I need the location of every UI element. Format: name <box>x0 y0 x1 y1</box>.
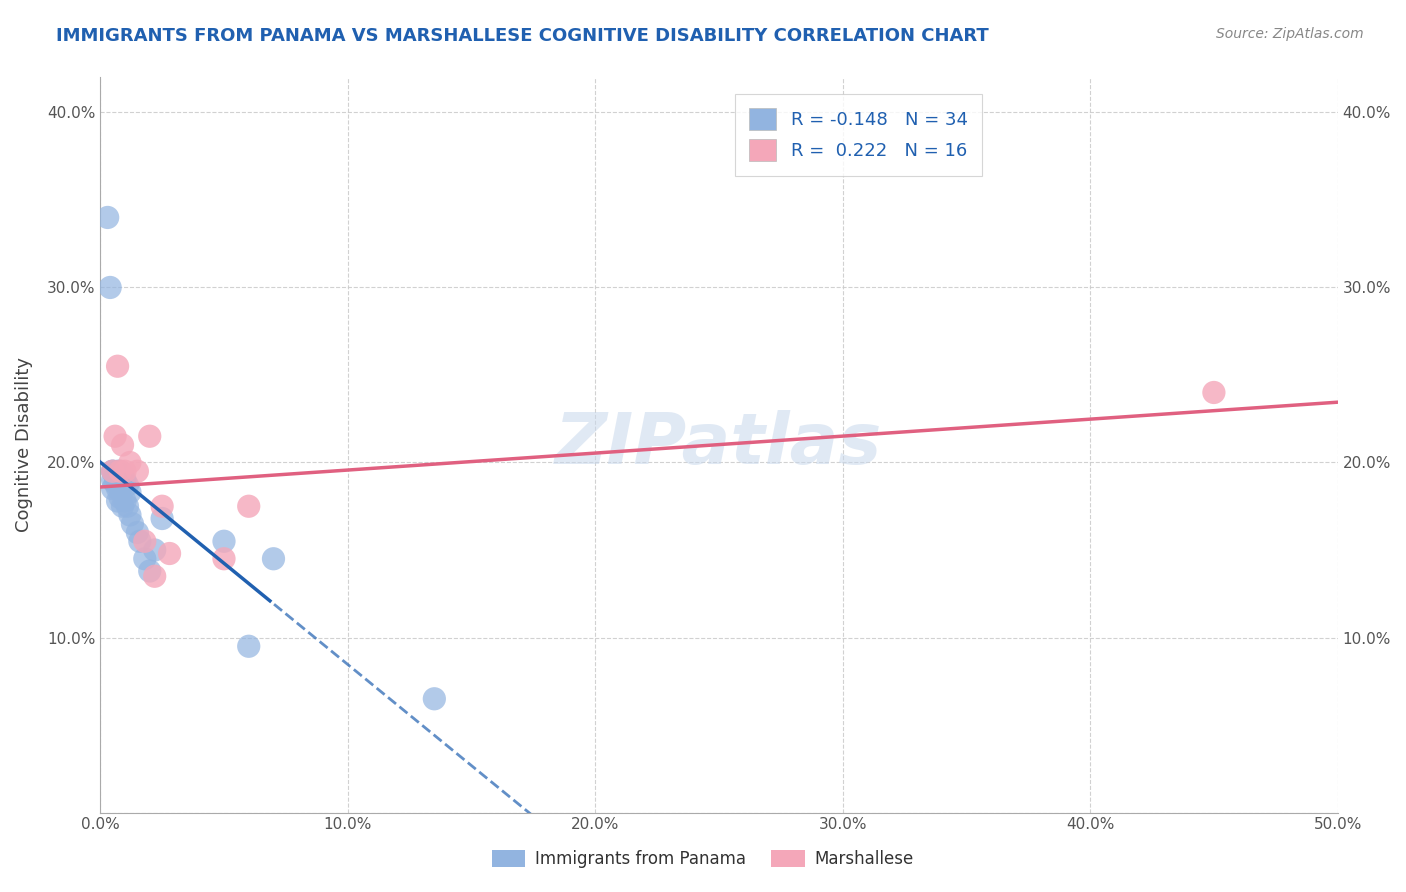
Point <box>127 525 149 540</box>
Point <box>423 691 446 706</box>
Point <box>143 569 166 583</box>
Point <box>134 551 156 566</box>
Point <box>107 359 129 374</box>
Point <box>111 438 134 452</box>
Point <box>98 280 121 294</box>
Point <box>118 508 141 522</box>
Point <box>111 467 134 482</box>
Point <box>118 455 141 469</box>
Point <box>104 429 127 443</box>
Point <box>127 464 149 478</box>
Point <box>238 640 260 654</box>
Text: ZIPatlas: ZIPatlas <box>555 410 883 480</box>
Point <box>1202 385 1225 400</box>
Point <box>107 494 129 508</box>
Point <box>263 551 285 566</box>
Point <box>114 473 136 487</box>
Point <box>150 500 173 514</box>
Point <box>212 534 235 549</box>
Point <box>118 485 141 500</box>
Point <box>111 500 134 514</box>
Point <box>121 516 143 531</box>
Point <box>128 534 150 549</box>
Point <box>108 469 131 483</box>
Point <box>114 494 136 508</box>
Point <box>108 491 131 505</box>
Point <box>139 429 162 443</box>
Legend: R = -0.148   N = 34, R =  0.222   N = 16: R = -0.148 N = 34, R = 0.222 N = 16 <box>735 94 983 176</box>
Point <box>139 564 162 578</box>
Point <box>150 511 173 525</box>
Point <box>107 482 129 496</box>
Point <box>117 478 139 492</box>
Text: Source: ZipAtlas.com: Source: ZipAtlas.com <box>1216 27 1364 41</box>
Text: IMMIGRANTS FROM PANAMA VS MARSHALLESE COGNITIVE DISABILITY CORRELATION CHART: IMMIGRANTS FROM PANAMA VS MARSHALLESE CO… <box>56 27 988 45</box>
Y-axis label: Cognitive Disability: Cognitive Disability <box>15 358 32 533</box>
Point <box>101 464 124 478</box>
Point <box>104 469 127 483</box>
Point <box>212 551 235 566</box>
Legend: Immigrants from Panama, Marshallese: Immigrants from Panama, Marshallese <box>485 843 921 875</box>
Point <box>108 464 131 478</box>
Point <box>238 500 260 514</box>
Point <box>97 211 120 225</box>
Point <box>101 464 124 478</box>
Point <box>107 464 129 478</box>
Point <box>101 473 124 487</box>
Point <box>143 543 166 558</box>
Point <box>111 478 134 492</box>
Point <box>101 482 124 496</box>
Point <box>114 464 136 478</box>
Point <box>104 476 127 491</box>
Point <box>159 547 181 561</box>
Point <box>117 500 139 514</box>
Point <box>108 464 131 478</box>
Point <box>134 534 156 549</box>
Point <box>101 464 124 478</box>
